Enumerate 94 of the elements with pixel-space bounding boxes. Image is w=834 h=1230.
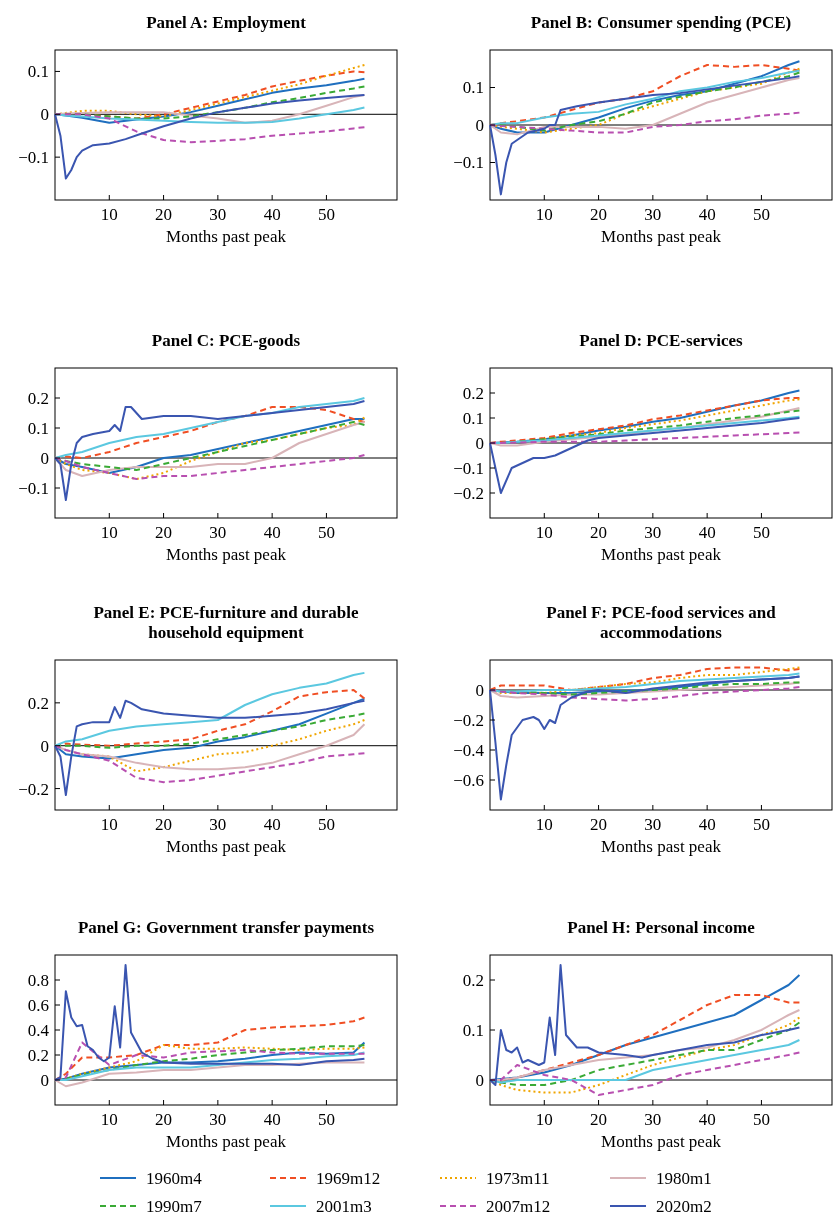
x-tick-label: 30 bbox=[644, 815, 662, 834]
x-tick-label: 50 bbox=[752, 1110, 770, 1129]
x-tick-label: 40 bbox=[698, 523, 716, 542]
y-tick-label: 0.4 bbox=[27, 1020, 50, 1040]
y-tick-label: 0 bbox=[475, 680, 484, 700]
y-tick-label: −0.2 bbox=[18, 779, 49, 799]
legend-label: 2020m2 bbox=[656, 1196, 712, 1216]
x-tick-label: 10 bbox=[100, 1110, 118, 1129]
y-tick-label: 0.2 bbox=[27, 388, 49, 408]
x-tick-label: 30 bbox=[644, 1110, 662, 1129]
x-tick-label: 40 bbox=[263, 205, 281, 224]
chart-title: Panel C: PCE-goods bbox=[151, 331, 301, 350]
x-tick-label: 10 bbox=[535, 815, 553, 834]
legend-label: 2001m3 bbox=[316, 1196, 372, 1216]
y-tick-label: −0.4 bbox=[453, 740, 485, 760]
x-tick-label: 30 bbox=[644, 205, 662, 224]
y-tick-label: −0.6 bbox=[453, 770, 484, 790]
legend-label: 2007m12 bbox=[486, 1196, 551, 1216]
x-tick-label: 40 bbox=[263, 815, 281, 834]
x-tick-label: 50 bbox=[752, 523, 770, 542]
legend-label: 1990m7 bbox=[146, 1196, 203, 1216]
y-tick-label: −0.1 bbox=[453, 458, 484, 478]
y-tick-label: 0 bbox=[475, 1070, 484, 1090]
x-tick-label: 20 bbox=[155, 205, 173, 224]
x-axis-title: Months past peak bbox=[166, 837, 287, 856]
y-tick-label: 0.2 bbox=[462, 383, 484, 403]
chart-title: Panel G: Government transfer payments bbox=[77, 918, 375, 937]
x-tick-label: 50 bbox=[317, 523, 335, 542]
chart-title: Panel F: PCE-food services and accommodations bbox=[546, 603, 777, 642]
y-tick-label: 0 bbox=[40, 1070, 49, 1090]
y-tick-label: 0.8 bbox=[27, 970, 49, 990]
x-axis-title: Months past peak bbox=[601, 837, 722, 856]
y-tick-label: 0.1 bbox=[27, 62, 49, 82]
x-axis-title: Months past peak bbox=[601, 545, 722, 564]
y-tick-label: 0 bbox=[40, 736, 49, 756]
x-tick-label: 20 bbox=[155, 1110, 173, 1129]
x-tick-label: 40 bbox=[698, 1110, 716, 1129]
x-tick-label: 10 bbox=[535, 205, 553, 224]
x-tick-label: 30 bbox=[644, 523, 662, 542]
x-tick-label: 30 bbox=[209, 523, 227, 542]
y-tick-label: 0 bbox=[40, 105, 49, 125]
y-tick-label: −0.1 bbox=[18, 148, 49, 168]
y-tick-label: −0.1 bbox=[453, 153, 484, 173]
x-tick-label: 50 bbox=[317, 1110, 335, 1129]
legend-label: 1969m12 bbox=[316, 1168, 381, 1188]
y-tick-label: 0 bbox=[475, 115, 484, 135]
y-tick-label: −0.2 bbox=[453, 483, 484, 503]
legend-label: 1980m1 bbox=[656, 1168, 712, 1188]
x-tick-label: 20 bbox=[155, 815, 173, 834]
y-tick-label: 0.1 bbox=[27, 418, 49, 438]
x-tick-label: 40 bbox=[263, 1110, 281, 1129]
x-tick-label: 30 bbox=[209, 815, 227, 834]
x-tick-label: 50 bbox=[317, 815, 335, 834]
chart-title: Panel H: Personal income bbox=[567, 918, 756, 937]
x-axis-title: Months past peak bbox=[166, 1132, 287, 1151]
x-tick-label: 40 bbox=[698, 205, 716, 224]
y-tick-label: 0.2 bbox=[27, 693, 49, 713]
legend-label: 1960m4 bbox=[146, 1168, 203, 1188]
y-tick-label: −0.2 bbox=[453, 710, 484, 730]
x-tick-label: 10 bbox=[100, 815, 118, 834]
y-tick-label: 0.6 bbox=[27, 995, 49, 1015]
x-tick-label: 10 bbox=[100, 523, 118, 542]
y-tick-label: 0.2 bbox=[462, 970, 484, 990]
y-tick-label: 0.1 bbox=[462, 1020, 484, 1040]
y-tick-label: 0 bbox=[40, 448, 49, 468]
x-axis-title: Months past peak bbox=[166, 545, 287, 564]
x-tick-label: 50 bbox=[752, 815, 770, 834]
legend-label: 1973m11 bbox=[486, 1168, 550, 1188]
y-tick-label: −0.1 bbox=[18, 478, 49, 498]
y-tick-label: 0.2 bbox=[27, 1045, 49, 1065]
y-tick-label: 0.1 bbox=[462, 78, 484, 98]
x-tick-label: 40 bbox=[263, 523, 281, 542]
x-tick-label: 20 bbox=[155, 523, 173, 542]
x-tick-label: 50 bbox=[752, 205, 770, 224]
chart-title: Panel D: PCE-services bbox=[579, 331, 744, 350]
x-tick-label: 30 bbox=[209, 1110, 227, 1129]
chart-title: Panel E: PCE-furniture and durable household equipment bbox=[93, 603, 359, 642]
y-tick-label: 0 bbox=[475, 433, 484, 453]
x-tick-label: 10 bbox=[100, 205, 118, 224]
chart-title: Panel A: Employment bbox=[146, 13, 307, 32]
x-tick-label: 10 bbox=[535, 523, 553, 542]
x-tick-label: 10 bbox=[535, 1110, 553, 1129]
x-tick-label: 20 bbox=[590, 815, 608, 834]
y-tick-label: 0.1 bbox=[462, 408, 484, 428]
x-tick-label: 30 bbox=[209, 205, 227, 224]
x-axis-title: Months past peak bbox=[601, 1132, 722, 1151]
x-tick-label: 20 bbox=[590, 1110, 608, 1129]
chart-title: Panel B: Consumer spending (PCE) bbox=[530, 13, 792, 32]
x-tick-label: 40 bbox=[698, 815, 716, 834]
x-tick-label: 50 bbox=[317, 205, 335, 224]
x-axis-title: Months past peak bbox=[601, 227, 722, 246]
x-axis-title: Months past peak bbox=[166, 227, 287, 246]
x-tick-label: 20 bbox=[590, 523, 608, 542]
x-tick-label: 20 bbox=[590, 205, 608, 224]
